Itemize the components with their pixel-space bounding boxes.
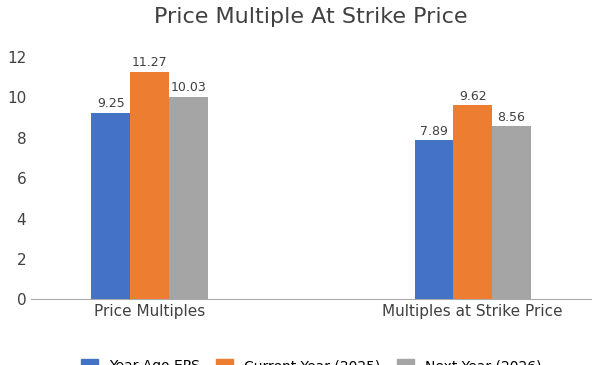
Text: 7.89: 7.89: [420, 124, 448, 138]
Bar: [130, 72, 169, 299]
Title: Price Multiple At Strike Price: Price Multiple At Strike Price: [154, 7, 468, 27]
Legend: Year Ago EPS, Current Year (2025), Next Year (2026): Year Ago EPS, Current Year (2025), Next …: [76, 353, 547, 365]
Text: 10.03: 10.03: [171, 81, 206, 95]
Text: 9.25: 9.25: [97, 97, 124, 110]
Text: 9.62: 9.62: [459, 90, 487, 103]
Text: 8.56: 8.56: [498, 111, 525, 124]
Bar: [169, 97, 208, 299]
Bar: [415, 140, 453, 299]
Text: 11.27: 11.27: [132, 56, 167, 69]
Bar: [91, 112, 130, 299]
Bar: [453, 105, 492, 299]
Bar: [492, 127, 531, 299]
